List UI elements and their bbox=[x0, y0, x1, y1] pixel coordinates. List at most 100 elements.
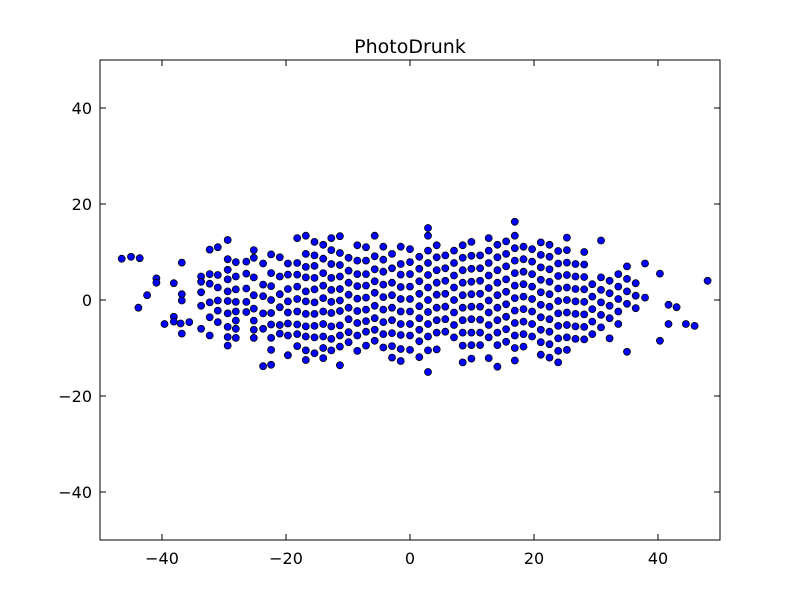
scatter-point bbox=[283, 308, 292, 317]
scatter-point bbox=[344, 253, 353, 262]
scatter-point bbox=[327, 322, 336, 331]
scatter-point bbox=[597, 273, 605, 282]
scatter-point bbox=[458, 328, 467, 337]
scatter-point bbox=[117, 254, 126, 263]
scatter-point bbox=[353, 346, 362, 355]
scatter-point bbox=[441, 302, 450, 311]
scatter-point bbox=[319, 354, 328, 363]
scatter-point bbox=[415, 325, 424, 334]
scatter-point bbox=[484, 284, 493, 292]
scatter-point bbox=[249, 333, 258, 342]
scatter-point bbox=[353, 241, 362, 250]
scatter-point bbox=[406, 320, 414, 328]
scatter-point bbox=[545, 277, 554, 286]
scatter-point bbox=[554, 321, 563, 330]
scatter-point bbox=[484, 296, 493, 305]
scatter-point bbox=[415, 289, 424, 298]
scatter-point bbox=[379, 305, 388, 314]
scatter-point bbox=[283, 297, 292, 306]
scatter-point bbox=[536, 275, 545, 284]
scatter-point bbox=[301, 346, 310, 355]
y-tick-label: 40 bbox=[72, 99, 92, 118]
scatter-point bbox=[335, 232, 344, 241]
scatter-point bbox=[197, 324, 206, 333]
scatter-point bbox=[379, 293, 388, 302]
scatter-point bbox=[301, 332, 310, 341]
scatter-point bbox=[502, 325, 511, 334]
scatter-point bbox=[614, 307, 623, 316]
scatter-point bbox=[528, 257, 536, 266]
scatter-point bbox=[605, 276, 614, 285]
scatter-point bbox=[344, 290, 353, 299]
scatter-point bbox=[213, 306, 222, 315]
scatter-point bbox=[458, 316, 467, 325]
scatter-point bbox=[259, 362, 268, 371]
scatter-point bbox=[458, 341, 467, 350]
scatter-point bbox=[362, 305, 370, 314]
scatter-point bbox=[476, 315, 485, 324]
scatter-point bbox=[536, 263, 545, 272]
scatter-point bbox=[242, 284, 251, 293]
scatter-point bbox=[213, 283, 222, 292]
scatter-point bbox=[588, 317, 597, 326]
scatter-point bbox=[458, 358, 467, 367]
scatter-point bbox=[388, 353, 396, 362]
scatter-point bbox=[484, 333, 493, 342]
scatter-point bbox=[301, 287, 310, 296]
scatter-point bbox=[310, 273, 319, 282]
scatter-point bbox=[197, 277, 206, 286]
scatter-point bbox=[205, 298, 214, 307]
scatter-point bbox=[223, 322, 232, 331]
scatter-point bbox=[362, 243, 370, 252]
scatter-point bbox=[571, 297, 580, 306]
scatter-point bbox=[242, 269, 251, 278]
scatter-point bbox=[388, 303, 396, 312]
scatter-point bbox=[424, 332, 432, 341]
scatter-point bbox=[205, 245, 214, 254]
scatter-point bbox=[231, 324, 240, 333]
scatter-point bbox=[563, 283, 571, 292]
scatter-point bbox=[484, 246, 493, 255]
scatter-point bbox=[406, 307, 414, 316]
scatter-point bbox=[493, 240, 502, 249]
scatter-point bbox=[267, 296, 276, 304]
scatter-point bbox=[275, 272, 284, 281]
scatter-point bbox=[664, 300, 673, 309]
scatter-point bbox=[396, 331, 405, 339]
scatter-point bbox=[293, 307, 302, 316]
scatter-point bbox=[467, 315, 476, 324]
scatter-point bbox=[362, 256, 370, 265]
scatter-point bbox=[510, 356, 519, 365]
scatter-point bbox=[536, 313, 545, 322]
scatter-point bbox=[335, 261, 344, 269]
scatter-point bbox=[467, 237, 476, 246]
scatter-point bbox=[605, 289, 614, 298]
scatter-point bbox=[353, 270, 362, 279]
scatter-point bbox=[249, 273, 258, 282]
scatter-point bbox=[267, 309, 276, 317]
scatter-point bbox=[301, 262, 310, 271]
scatter-point bbox=[319, 269, 328, 278]
chart-title: PhotoDrunk bbox=[354, 36, 466, 58]
scatter-point bbox=[682, 320, 690, 328]
scatter-point bbox=[441, 289, 450, 298]
scatter-point bbox=[519, 317, 528, 326]
scatter-point bbox=[510, 331, 519, 340]
scatter-point bbox=[283, 351, 292, 360]
scatter-point bbox=[580, 322, 589, 331]
scatter-point bbox=[319, 294, 328, 303]
scatter-point bbox=[545, 240, 554, 249]
scatter-point bbox=[519, 280, 528, 289]
scatter-point bbox=[362, 281, 370, 290]
scatter-point bbox=[493, 253, 502, 262]
plot-area: −40 −20 0 20 40 −40 −20 0 20 40 bbox=[58, 59, 721, 568]
scatter-point bbox=[335, 296, 344, 305]
scatter-point bbox=[259, 324, 268, 333]
scatter-point bbox=[502, 249, 511, 258]
scatter-point bbox=[528, 307, 536, 316]
scatter-point bbox=[563, 296, 571, 304]
scatter-point bbox=[310, 237, 319, 246]
scatter-point bbox=[335, 285, 344, 293]
scatter-point bbox=[528, 332, 536, 341]
scatter-point bbox=[656, 336, 664, 345]
